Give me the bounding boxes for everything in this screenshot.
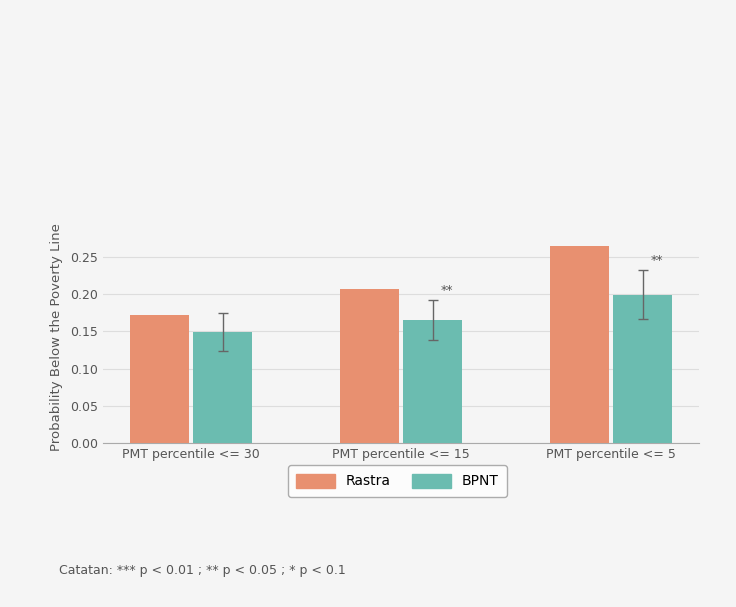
Y-axis label: Probability Below the Poverty Line: Probability Below the Poverty Line	[50, 223, 63, 451]
Bar	[551, 246, 609, 443]
Bar	[130, 315, 189, 443]
Bar	[340, 289, 399, 443]
Legend: Rastra, BPNT: Rastra, BPNT	[288, 465, 507, 497]
Bar	[613, 295, 672, 443]
Text: **: **	[651, 254, 664, 267]
Bar	[193, 332, 252, 443]
Bar	[403, 320, 462, 443]
Text: **: **	[441, 284, 453, 297]
Text: Catatan: *** p < 0.01 ; ** p < 0.05 ; * p < 0.1: Catatan: *** p < 0.01 ; ** p < 0.05 ; * …	[59, 564, 346, 577]
